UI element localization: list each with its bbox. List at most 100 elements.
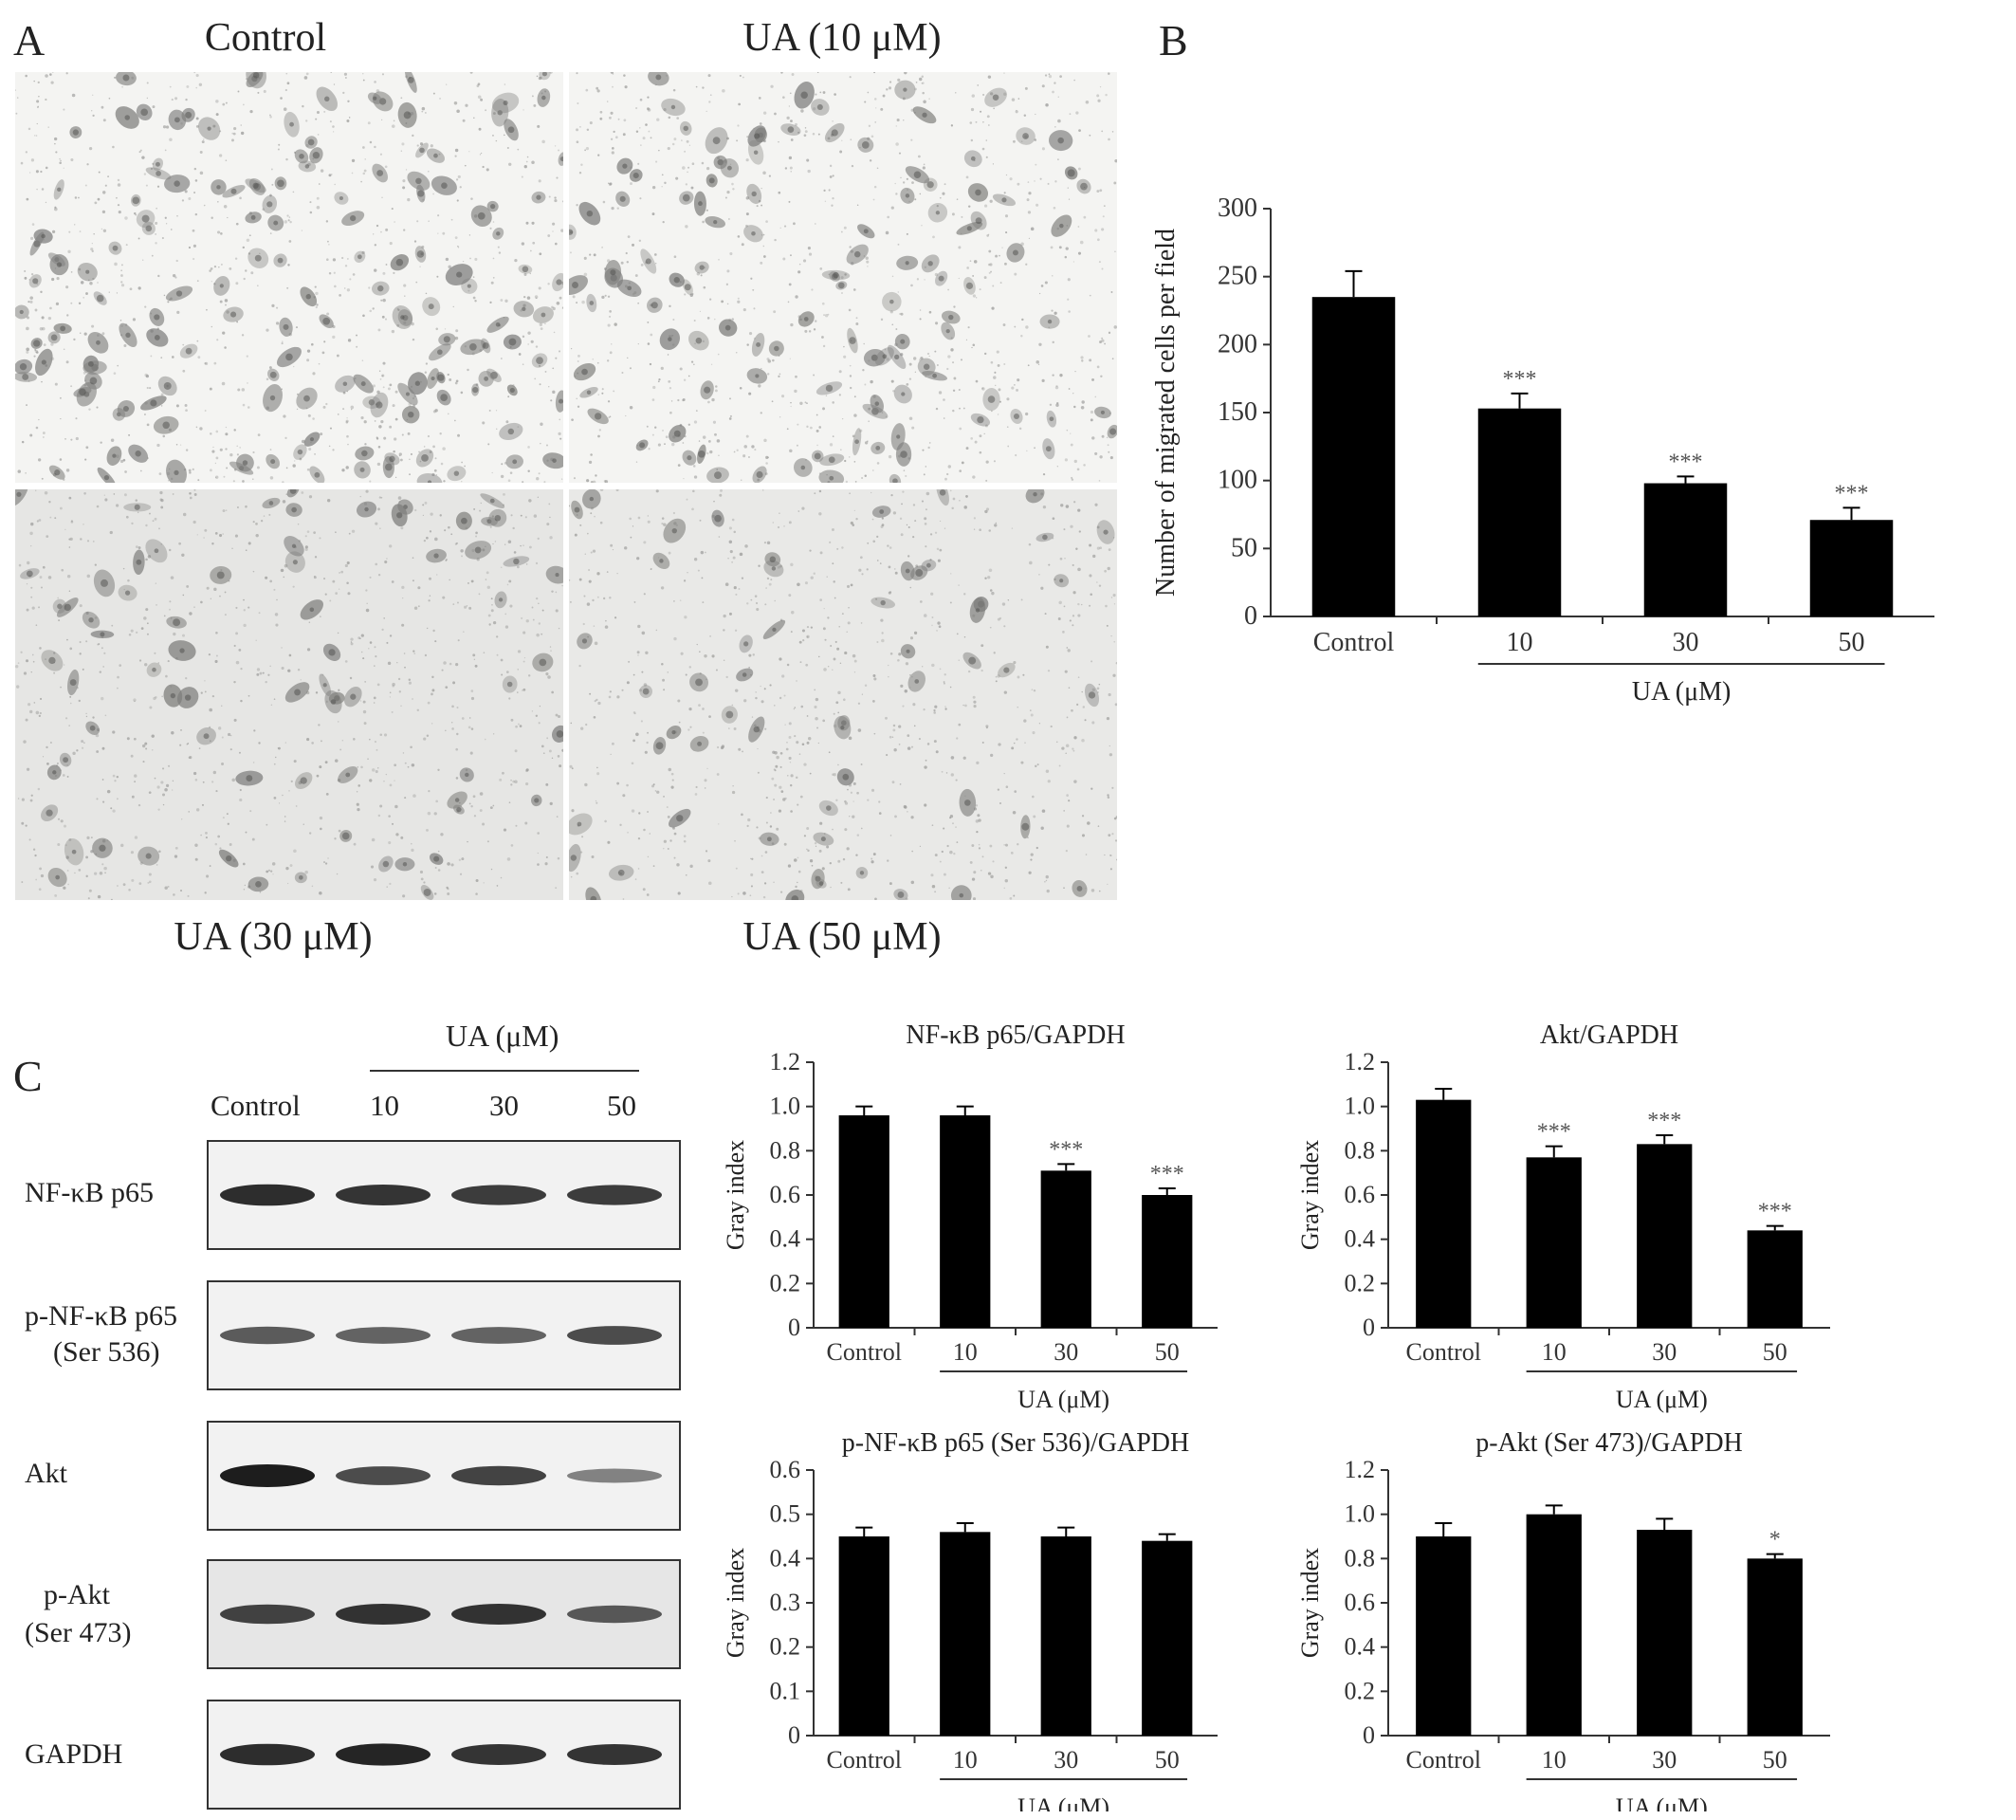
x-tick-label: 10 (1542, 1338, 1567, 1366)
micrograph-label-ua50: UA (50 μM) (742, 915, 942, 959)
y-tick-label: 0.1 (770, 1677, 801, 1704)
bar (1416, 1536, 1472, 1736)
blot-band (451, 1327, 546, 1344)
significance-marker: *** (1835, 481, 1869, 506)
y-tick-label: 0.8 (1345, 1136, 1376, 1164)
blot-band (220, 1743, 315, 1766)
significance-marker: *** (1503, 367, 1537, 392)
x-tick-label: 30 (1652, 1746, 1677, 1774)
y-tick-label: 1.0 (1345, 1500, 1376, 1528)
x-tick-label: Control (1406, 1338, 1481, 1366)
y-tick-label: 0.6 (770, 1181, 801, 1208)
y-tick-label: 0.4 (770, 1544, 801, 1572)
y-tick-label: 0.2 (770, 1269, 801, 1296)
y-tick-label: 0.2 (770, 1633, 801, 1661)
y-tick-label: 0.3 (770, 1589, 801, 1616)
blot-treatment-bracket (370, 1070, 639, 1072)
y-axis-label: Gray index (722, 1548, 749, 1658)
x-tick-label: 30 (1054, 1338, 1078, 1366)
y-tick-label: 0 (1244, 601, 1257, 631)
bar (838, 1536, 889, 1736)
blot-label-pnfkb: p-NF-κB p65 (25, 1300, 177, 1332)
blot-band (567, 1744, 662, 1765)
significance-marker: *** (1758, 1200, 1792, 1224)
blot-band (451, 1185, 546, 1205)
blot-band (336, 1466, 431, 1485)
lane-label-10: 10 (370, 1089, 399, 1122)
y-tick-label: 0 (788, 1314, 800, 1341)
blot-band (567, 1468, 662, 1483)
lane-label-30: 30 (489, 1089, 519, 1122)
blot-label-nfkb: NF-κB p65 (25, 1177, 154, 1208)
bar (1416, 1099, 1472, 1328)
blot-band (336, 1604, 431, 1625)
blot-band (220, 1184, 315, 1206)
y-tick-label: 0.6 (1345, 1589, 1376, 1616)
y-tick-label: 0.8 (770, 1136, 801, 1164)
blot-band (336, 1327, 431, 1344)
blot-band (451, 1604, 546, 1625)
x-tick-label: 50 (1763, 1746, 1787, 1774)
chart-title: p-Akt (Ser 473)/GAPDH (1475, 1428, 1743, 1458)
blot-band (220, 1464, 315, 1487)
lane-label-50: 50 (607, 1089, 636, 1122)
pakt-gapdh-bar-chart: p-Akt (Ser 473)/GAPDH 0 0.2 0.4 0.6 0.8 1.0 1.2… (1296, 1428, 1830, 1811)
y-tick-label: 1.0 (770, 1093, 801, 1120)
pnfkb-gapdh-bar-chart: p-NF-κB p65 (Ser 536)/GAPDH 0 0.1 0.2 0.3 0.4… (722, 1428, 1218, 1811)
significance-marker: * (1769, 1528, 1781, 1553)
micrograph-control (15, 72, 563, 483)
micrograph-ua10 (569, 72, 1117, 483)
y-tick-label: 300 (1218, 193, 1257, 223)
y-tick-label: 200 (1218, 329, 1257, 358)
group-label: UA (μM) (1017, 1386, 1109, 1413)
panel-c-letter: C (13, 1052, 43, 1100)
y-axis-label: Gray index (1296, 1548, 1324, 1658)
bar (1637, 1530, 1693, 1736)
blot-band (451, 1744, 546, 1765)
blot-label-pakt: p-Akt (44, 1579, 110, 1610)
bar (838, 1115, 889, 1328)
y-tick-label: 0.4 (770, 1225, 801, 1253)
x-tick-label: 10 (953, 1338, 978, 1366)
y-tick-label: 0.2 (1345, 1677, 1376, 1704)
micrograph-ua50 (569, 489, 1117, 900)
lane-label-control: Control (211, 1089, 301, 1122)
y-tick-label: 1.2 (770, 1048, 801, 1075)
blot-band (567, 1326, 662, 1345)
blot-label-pnfkb-site: (Ser 536) (53, 1336, 160, 1368)
significance-marker: *** (1647, 1109, 1681, 1133)
y-tick-label: 1.2 (1345, 1048, 1376, 1075)
y-tick-label: 0 (1363, 1721, 1375, 1749)
y-tick-label: 0.6 (770, 1456, 801, 1483)
y-tick-label: 0.8 (1345, 1544, 1376, 1572)
akt-gapdh-bar-chart: Akt/GAPDH 0 0.2 0.4 0.6 0.8 1.0 1.2 Gray index Co… (1296, 1020, 1830, 1413)
significance-marker: *** (1669, 450, 1703, 474)
y-tick-label: 0.2 (1345, 1269, 1376, 1296)
blot-label-pakt-site: (Ser 473) (25, 1617, 132, 1648)
x-tick-label: Control (1406, 1746, 1481, 1774)
x-tick-label: Control (827, 1338, 902, 1366)
y-tick-label: 0 (788, 1721, 800, 1749)
bar (1643, 483, 1728, 616)
blot-treatment-header: UA (μM) (446, 1019, 559, 1053)
migration-bar-chart: 0 50 100 150 200 250 300 Number of migrated cel… (1151, 193, 1934, 707)
x-tick-label: 50 (1155, 1338, 1180, 1366)
bar (940, 1532, 991, 1736)
x-tick-label: 50 (1155, 1746, 1180, 1774)
y-tick-label: 0.4 (1345, 1633, 1376, 1661)
y-tick-label: 100 (1218, 466, 1257, 495)
bar (1809, 520, 1894, 616)
bar (1040, 1170, 1091, 1328)
group-label: UA (μM) (1616, 1793, 1708, 1811)
y-tick-label: 0 (1363, 1314, 1375, 1341)
micrograph-ua30 (15, 489, 563, 900)
significance-marker: *** (1150, 1162, 1184, 1186)
significance-marker: *** (1537, 1120, 1571, 1145)
blot-band (220, 1326, 315, 1345)
y-tick-label: 1.0 (1345, 1093, 1376, 1120)
significance-marker: *** (1049, 1137, 1083, 1162)
chart-title: NF-κB p65/GAPDH (906, 1020, 1125, 1050)
panel-a-letter: A (13, 16, 46, 64)
x-tick-label: 30 (1673, 628, 1699, 657)
blot-label-gapdh: GAPDH (25, 1738, 123, 1770)
